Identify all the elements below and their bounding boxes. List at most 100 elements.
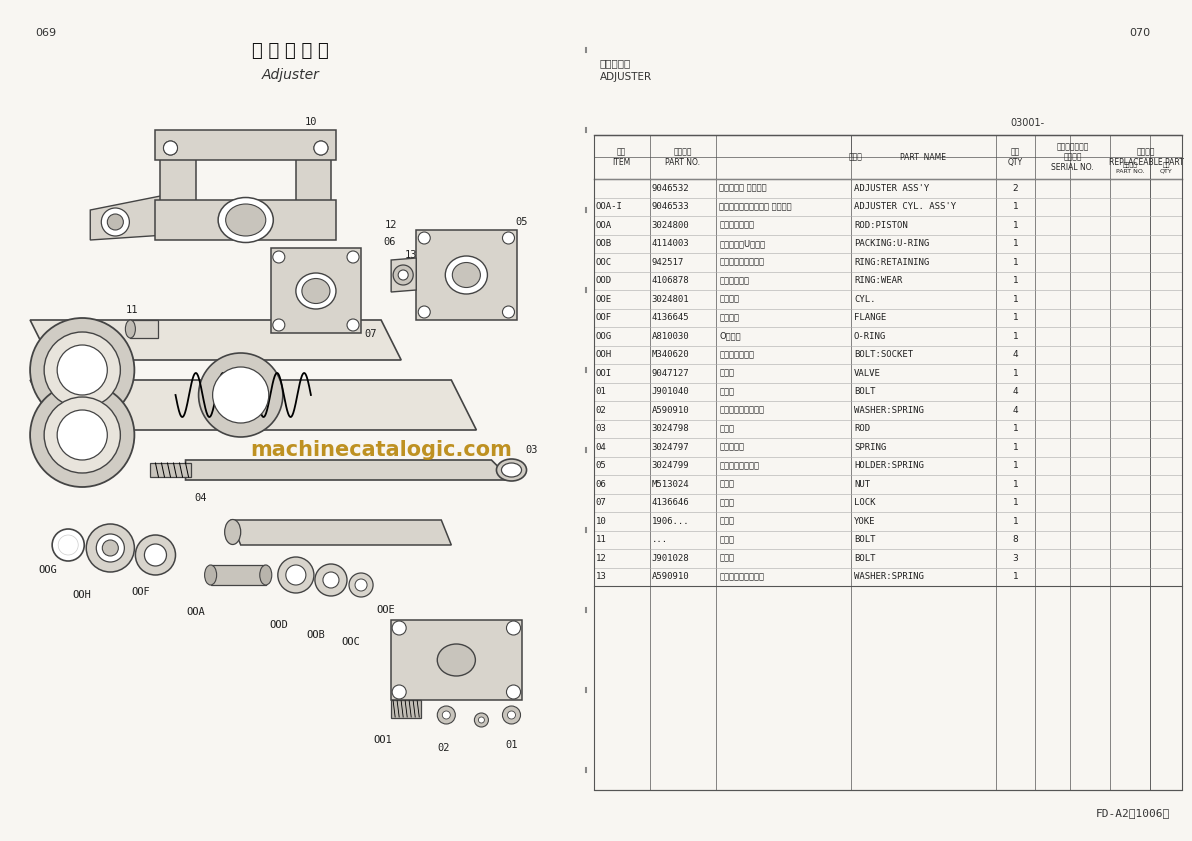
- Text: 1: 1: [1013, 368, 1018, 378]
- Text: 1: 1: [1013, 479, 1018, 489]
- Text: 1: 1: [1013, 424, 1018, 433]
- Text: 10: 10: [305, 117, 317, 127]
- Text: 06: 06: [596, 479, 607, 489]
- Circle shape: [273, 251, 285, 263]
- Text: アジャスタシリンダー アッセン: アジャスタシリンダー アッセン: [719, 202, 791, 211]
- Text: 4: 4: [1013, 405, 1018, 415]
- Text: リングウエア: リングウエア: [719, 276, 750, 285]
- Polygon shape: [30, 380, 477, 430]
- Circle shape: [86, 524, 135, 572]
- Text: M513024: M513024: [652, 479, 689, 489]
- Text: 1906...: 1906...: [652, 516, 689, 526]
- Text: 1: 1: [1013, 294, 1018, 304]
- Text: 4136645: 4136645: [652, 313, 689, 322]
- Text: HOLDER:SPRING: HOLDER:SPRING: [853, 461, 924, 470]
- Text: OOF: OOF: [596, 313, 611, 322]
- Text: 1: 1: [1013, 239, 1018, 248]
- Text: 1: 1: [1013, 442, 1018, 452]
- Text: OOA: OOA: [596, 220, 611, 230]
- Text: 02: 02: [437, 743, 449, 753]
- Bar: [150, 463, 191, 477]
- Polygon shape: [155, 200, 336, 240]
- Text: 3024800: 3024800: [652, 220, 689, 230]
- Text: ロック: ロック: [719, 498, 734, 507]
- Text: OOF: OOF: [131, 587, 150, 597]
- Circle shape: [273, 319, 285, 331]
- Circle shape: [313, 141, 328, 155]
- Text: ADJUSTER CYL. ASS'Y: ADJUSTER CYL. ASS'Y: [853, 202, 956, 211]
- Circle shape: [52, 529, 85, 561]
- Circle shape: [349, 573, 373, 597]
- Text: 11: 11: [126, 305, 138, 315]
- Text: ヨーク: ヨーク: [719, 516, 734, 526]
- Circle shape: [212, 367, 268, 423]
- Text: ADJUSTER ASS'Y: ADJUSTER ASS'Y: [853, 183, 930, 193]
- Text: A810030: A810030: [652, 331, 689, 341]
- Ellipse shape: [224, 520, 241, 544]
- Text: バルブ: バルブ: [719, 368, 734, 378]
- Text: 01: 01: [596, 387, 607, 396]
- Text: ...: ...: [652, 535, 668, 544]
- Text: OOC: OOC: [596, 257, 611, 267]
- Circle shape: [442, 711, 451, 719]
- Text: Adjuster: Adjuster: [262, 68, 319, 82]
- Text: 1: 1: [1013, 276, 1018, 285]
- Circle shape: [323, 572, 339, 588]
- Text: 04: 04: [194, 493, 207, 503]
- Text: 3: 3: [1013, 553, 1018, 563]
- Text: 8: 8: [1013, 535, 1018, 544]
- Circle shape: [503, 232, 515, 244]
- Text: 1: 1: [1013, 220, 1018, 230]
- Circle shape: [355, 579, 367, 591]
- Text: 070: 070: [1129, 28, 1150, 38]
- Text: OOA-I: OOA-I: [596, 202, 622, 211]
- Text: 10: 10: [596, 516, 607, 526]
- Text: ナット: ナット: [719, 479, 734, 489]
- Text: 4106878: 4106878: [652, 276, 689, 285]
- Text: OOC: OOC: [342, 637, 360, 647]
- Polygon shape: [91, 195, 166, 240]
- Text: BOLT: BOLT: [853, 553, 875, 563]
- Text: BOLT:SOCKET: BOLT:SOCKET: [853, 350, 913, 359]
- Text: 12: 12: [596, 553, 607, 563]
- Text: フランジ: フランジ: [719, 313, 739, 322]
- Text: ホルダスプリング: ホルダスプリング: [719, 461, 759, 470]
- Polygon shape: [161, 135, 195, 230]
- Text: 07: 07: [596, 498, 607, 507]
- Text: 4136646: 4136646: [652, 498, 689, 507]
- Ellipse shape: [452, 262, 480, 288]
- Circle shape: [437, 706, 455, 724]
- Circle shape: [478, 717, 484, 723]
- Circle shape: [278, 557, 313, 593]
- Text: OOG: OOG: [39, 565, 57, 575]
- Text: FLANGE: FLANGE: [853, 313, 886, 322]
- Circle shape: [163, 141, 178, 155]
- Text: OOI: OOI: [596, 368, 611, 378]
- Text: 品　名: 品 名: [849, 152, 863, 161]
- Circle shape: [507, 621, 521, 635]
- Circle shape: [144, 544, 167, 566]
- Text: OOB: OOB: [596, 239, 611, 248]
- Circle shape: [418, 232, 430, 244]
- Circle shape: [103, 540, 118, 556]
- Text: ROD: ROD: [853, 424, 870, 433]
- Text: ワッシャスプリング: ワッシャスプリング: [719, 572, 764, 581]
- Text: 06: 06: [383, 237, 396, 247]
- Text: 代替部品
REPLACEABLE PART: 代替部品 REPLACEABLE PART: [1109, 147, 1184, 167]
- Circle shape: [392, 621, 406, 635]
- Ellipse shape: [437, 644, 476, 676]
- Text: 4: 4: [1013, 350, 1018, 359]
- Text: 3024801: 3024801: [652, 294, 689, 304]
- Text: 05: 05: [515, 217, 528, 227]
- Text: アジャスタ: アジャスタ: [600, 58, 631, 68]
- Text: NUT: NUT: [853, 479, 870, 489]
- Text: 13: 13: [405, 250, 417, 260]
- Circle shape: [199, 353, 283, 437]
- Circle shape: [97, 534, 124, 562]
- Circle shape: [508, 711, 515, 719]
- Circle shape: [136, 535, 175, 575]
- Text: 1: 1: [1013, 461, 1018, 470]
- Text: BOLT: BOLT: [853, 535, 875, 544]
- Circle shape: [347, 251, 359, 263]
- Circle shape: [30, 383, 135, 487]
